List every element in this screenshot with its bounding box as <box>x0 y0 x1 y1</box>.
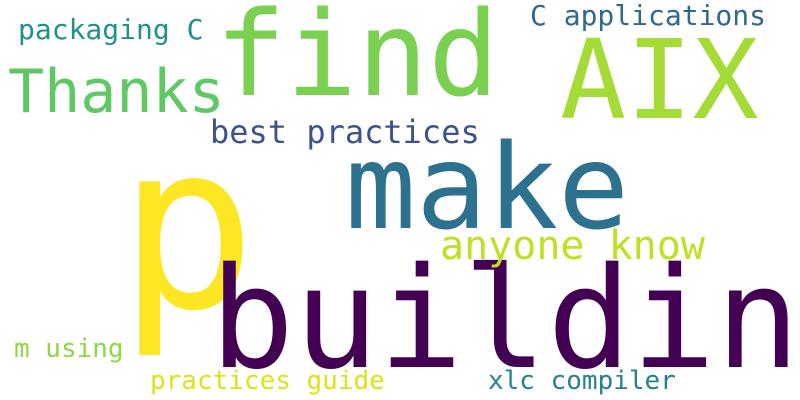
word-building: building <box>210 238 800 400</box>
word-anyone-know: anyone know <box>440 223 705 269</box>
word-make: make <box>345 118 630 256</box>
word-c-applications: C applications <box>530 0 767 32</box>
word-best-practices: best practices <box>210 113 480 151</box>
word-m-using: m using <box>14 334 124 364</box>
word-find: find <box>215 0 500 123</box>
word-practices-guide: practices guide <box>150 366 385 396</box>
word-packaging-c: packaging C <box>18 13 204 46</box>
word-p: p <box>118 95 257 362</box>
word-aix: AIX <box>560 16 759 144</box>
word-thanks: Thanks <box>8 57 225 127</box>
word-xlc-compiler: xlc compiler <box>488 366 676 396</box>
